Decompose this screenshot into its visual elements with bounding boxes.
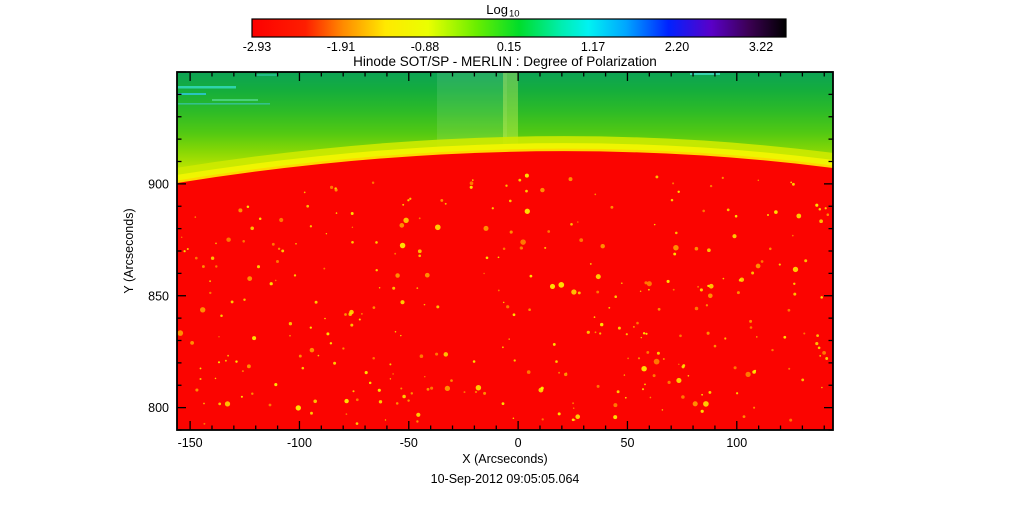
streak [212,99,258,101]
disk-speckles [177,173,830,425]
colorbar-tick-label: 1.17 [581,40,605,54]
y-tick-label: 900 [148,177,169,191]
x-tick-label: -50 [400,436,418,450]
cyan-streak-artifacts [178,73,720,105]
polarization-map [177,72,833,430]
x-tick-label: 50 [621,436,635,450]
y-tick-label: 800 [148,401,169,415]
colorbar-tick-label: 0.15 [497,40,521,54]
streak [690,73,720,75]
x-tick-label: -100 [287,436,312,450]
streak [178,103,270,105]
timestamp: 10-Sep-2012 09:05:05.064 [431,472,580,486]
colorbar-tick-label: -0.88 [411,40,440,54]
colorbar-label: Log [486,2,508,17]
colorbar-tick-label: 2.20 [665,40,689,54]
x-axis-label: X (Arcseconds) [462,452,547,466]
plot-title: Hinode SOT/SP - MERLIN : Degree of Polar… [353,54,657,69]
y-axis-label: Y (Arcseconds) [122,208,136,293]
streak [256,74,278,76]
x-tick-label: 0 [515,436,522,450]
colorbar-tick-label: -1.91 [327,40,356,54]
x-tick-label: -150 [178,436,203,450]
colorbar-tick-labels: -2.93 -1.91 -0.88 0.15 1.17 2.20 3.22 [243,40,773,54]
colorbar-tick-label: -2.93 [243,40,272,54]
colorbar-label-subscript: 10 [509,9,520,20]
colorbar: Log 10 -2.93 -1.91 -0.88 0.15 1.17 2.20 3.22 [243,2,787,54]
streak [178,86,236,89]
axes: -150 -100 -50 0 50 100 900 850 800 [148,71,833,450]
y-tick-label: 850 [148,289,169,303]
streak [178,93,206,95]
colorbar-tick-label: 3.22 [749,40,773,54]
x-tick-label: 100 [726,436,747,450]
solar-disk-region [177,151,833,430]
colorbar-gradient [251,18,787,38]
